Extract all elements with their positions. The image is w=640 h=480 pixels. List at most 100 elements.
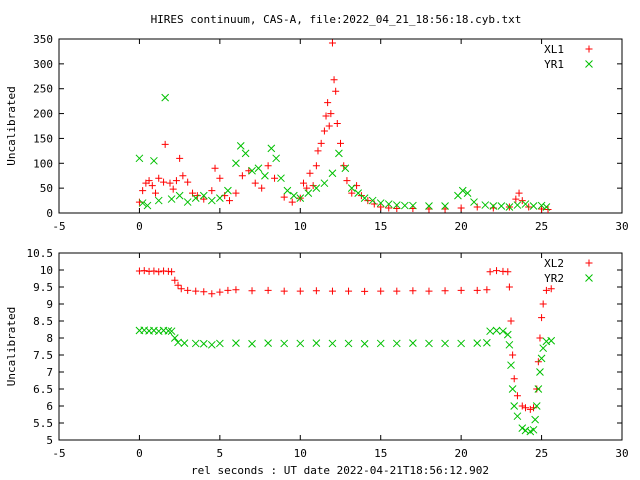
- data-point-plus: [486, 268, 494, 276]
- data-point-cross: [236, 142, 245, 150]
- data-point-cross: [264, 339, 272, 347]
- y-tick-label: 200: [33, 108, 53, 121]
- data-point-plus: [169, 185, 177, 193]
- y-tick-label: 9.5: [33, 281, 53, 294]
- data-point-cross: [508, 385, 517, 393]
- data-point-plus: [515, 189, 523, 197]
- data-point-plus: [340, 162, 348, 170]
- data-point-cross: [175, 191, 184, 200]
- data-point-cross: [532, 402, 541, 410]
- plot-frame: [58, 252, 623, 441]
- data-point-plus: [232, 189, 240, 197]
- data-point-plus: [345, 287, 353, 295]
- data-point-plus: [245, 167, 253, 175]
- data-point-cross: [463, 189, 472, 197]
- data-point-cross: [267, 144, 276, 153]
- data-point-plus: [171, 276, 179, 284]
- data-point-plus: [328, 39, 336, 47]
- data-point-cross: [409, 201, 417, 210]
- data-point-plus: [192, 287, 200, 295]
- y-axis-label: Uncalibrated: [5, 86, 18, 165]
- data-point-cross: [277, 174, 285, 183]
- data-point-plus: [172, 177, 180, 185]
- data-point-plus: [176, 154, 184, 162]
- data-point-cross: [360, 194, 369, 202]
- series-YR2: [135, 326, 556, 436]
- data-point-cross: [241, 149, 250, 158]
- data-point-cross: [150, 156, 158, 165]
- data-point-plus: [216, 174, 224, 182]
- y-tick-label: 9: [46, 298, 53, 311]
- data-point-plus: [533, 385, 541, 393]
- data-point-plus: [357, 192, 365, 200]
- data-point-cross: [537, 201, 546, 210]
- series-XL1: [135, 39, 552, 214]
- data-point-plus: [296, 287, 304, 295]
- y-tick-label: 100: [33, 157, 53, 170]
- data-point-cross: [425, 202, 433, 210]
- data-point-cross: [513, 412, 522, 421]
- data-point-plus: [288, 198, 296, 206]
- data-point-plus: [248, 287, 256, 295]
- y-tick-label: 6: [46, 400, 53, 413]
- data-point-plus: [457, 204, 465, 212]
- data-point-cross: [207, 340, 216, 349]
- data-point-plus: [473, 286, 481, 294]
- data-point-cross: [547, 336, 556, 345]
- data-point-cross: [542, 203, 551, 211]
- chart-title: HIRES continuum, CAS-A, file:2022_04_21_…: [151, 13, 522, 26]
- data-point-plus: [513, 392, 521, 400]
- x-tick-label: 10: [294, 447, 307, 460]
- bottom-plot: -5 0 5 10 15 20 25 30 5 5.5 6 6.5 7 7.5 8 8.5 9 9.5 10 10.5…: [5, 247, 629, 460]
- data-point-plus: [393, 287, 401, 295]
- data-point-cross: [167, 327, 176, 336]
- legend-label: XL2: [544, 257, 564, 270]
- data-point-plus: [152, 189, 160, 197]
- data-point-cross: [360, 339, 369, 348]
- data-point-cross: [272, 154, 281, 163]
- data-point-cross: [170, 334, 179, 342]
- data-point-plus: [507, 317, 515, 325]
- data-point-cross: [505, 340, 514, 349]
- x-tick-label: 0: [136, 220, 143, 233]
- data-point-plus: [320, 127, 328, 135]
- y-tick-label: 0: [46, 207, 53, 220]
- data-point-plus: [226, 197, 234, 205]
- data-point-cross: [328, 339, 337, 348]
- data-point-plus: [148, 182, 156, 190]
- data-point-plus: [166, 179, 174, 187]
- data-point-cross: [232, 339, 240, 347]
- x-tick-label: 5: [217, 220, 224, 233]
- data-point-plus: [184, 286, 192, 294]
- data-point-plus: [258, 184, 266, 192]
- data-point-cross: [289, 191, 298, 200]
- data-point-plus: [343, 177, 351, 185]
- x-axis-label: rel seconds : UT date 2022-04-21T18:56:1…: [191, 464, 489, 477]
- x-tick-label: -5: [52, 447, 65, 460]
- data-point-cross: [138, 199, 147, 207]
- data-point-cross: [164, 327, 173, 335]
- data-point-plus: [510, 375, 518, 383]
- plot-frame: [58, 38, 623, 214]
- data-point-plus: [312, 287, 320, 295]
- data-point-plus: [530, 404, 538, 412]
- data-point-cross: [312, 339, 321, 347]
- data-point-plus: [538, 314, 546, 322]
- legend-marker-cross: [585, 60, 593, 68]
- data-point-cross: [392, 339, 401, 348]
- y-tick-label: 5.5: [33, 417, 53, 430]
- data-point-plus: [348, 189, 356, 197]
- data-point-plus: [505, 283, 513, 291]
- data-point-plus: [325, 122, 333, 130]
- data-point-cross: [425, 339, 433, 348]
- data-point-plus: [309, 182, 317, 190]
- data-point-cross: [199, 191, 208, 200]
- x-tick-label: 0: [136, 447, 143, 460]
- data-point-cross: [180, 339, 189, 347]
- y-axis-label: Uncalibrated: [5, 307, 18, 386]
- data-point-plus: [303, 184, 311, 192]
- data-point-cross: [531, 415, 539, 424]
- data-point-plus: [216, 288, 224, 296]
- data-point-plus: [317, 139, 325, 147]
